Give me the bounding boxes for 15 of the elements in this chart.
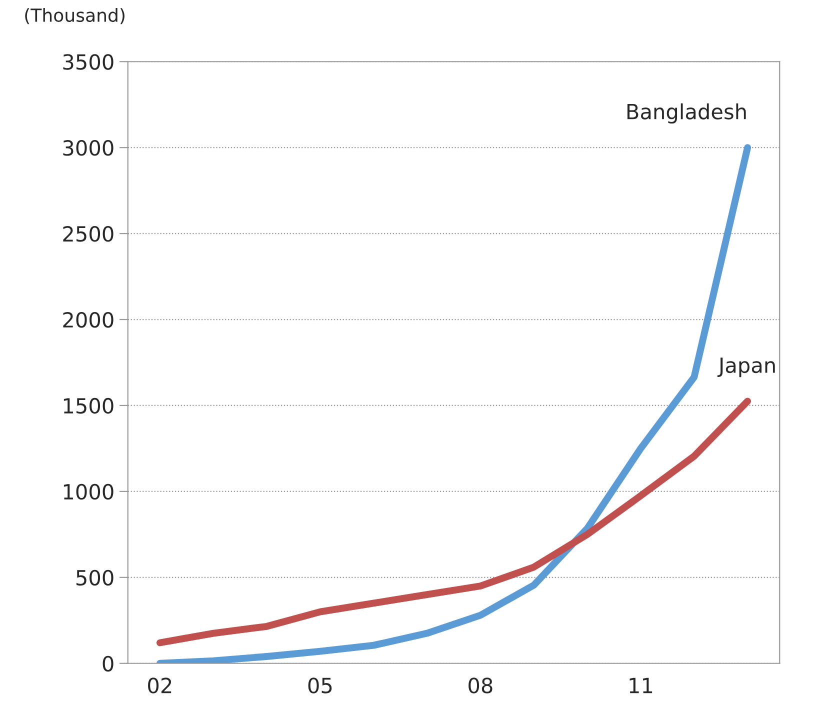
y-tick-label: 500 bbox=[76, 570, 114, 586]
x-tick-label: 05 bbox=[308, 678, 332, 694]
y-tick-label: 0 bbox=[102, 656, 114, 672]
series-label: Japan bbox=[717, 358, 775, 378]
y-tick-label: 2500 bbox=[63, 226, 114, 242]
y-tick-label: 1000 bbox=[64, 484, 114, 500]
y-tick-label: 3500 bbox=[63, 54, 114, 70]
y-tick-label: 1500 bbox=[64, 398, 114, 414]
y-tick-label: 2000 bbox=[63, 312, 114, 328]
x-tick-label: 11 bbox=[630, 678, 652, 694]
y-tick-label: 3000 bbox=[63, 140, 114, 156]
series-label: Bangladesh bbox=[627, 103, 746, 124]
x-tick-label: 08 bbox=[468, 678, 492, 694]
x-tick-label: 02 bbox=[148, 678, 172, 694]
y-axis-title: (Thousand) bbox=[25, 8, 124, 24]
